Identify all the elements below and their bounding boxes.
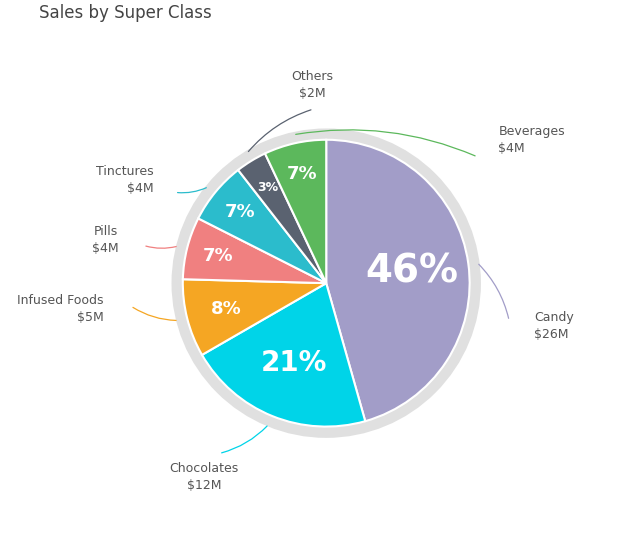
Text: Tinctures
$4M: Tinctures $4M [97, 165, 154, 195]
Wedge shape [183, 218, 326, 283]
Wedge shape [238, 153, 326, 283]
Text: Pills
$4M: Pills $4M [92, 225, 118, 255]
Wedge shape [265, 140, 326, 283]
Text: 7%: 7% [203, 247, 233, 265]
Text: Others
$2M: Others $2M [291, 70, 333, 100]
Text: 3%: 3% [257, 181, 278, 194]
Wedge shape [198, 170, 326, 283]
Text: Beverages
$4M: Beverages $4M [498, 125, 565, 155]
Text: Sales by Super Class: Sales by Super Class [40, 3, 212, 22]
Text: 21%: 21% [260, 349, 327, 377]
Wedge shape [183, 279, 326, 355]
Text: Infused Foods
$5M: Infused Foods $5M [17, 294, 104, 324]
Wedge shape [326, 140, 469, 421]
Text: Chocolates
$12M: Chocolates $12M [170, 462, 239, 492]
Wedge shape [202, 283, 365, 427]
Text: 7%: 7% [286, 165, 317, 183]
Text: 7%: 7% [224, 203, 255, 221]
Text: 46%: 46% [365, 252, 458, 291]
Text: Candy
$26M: Candy $26M [534, 311, 574, 341]
Text: 8%: 8% [211, 300, 242, 318]
